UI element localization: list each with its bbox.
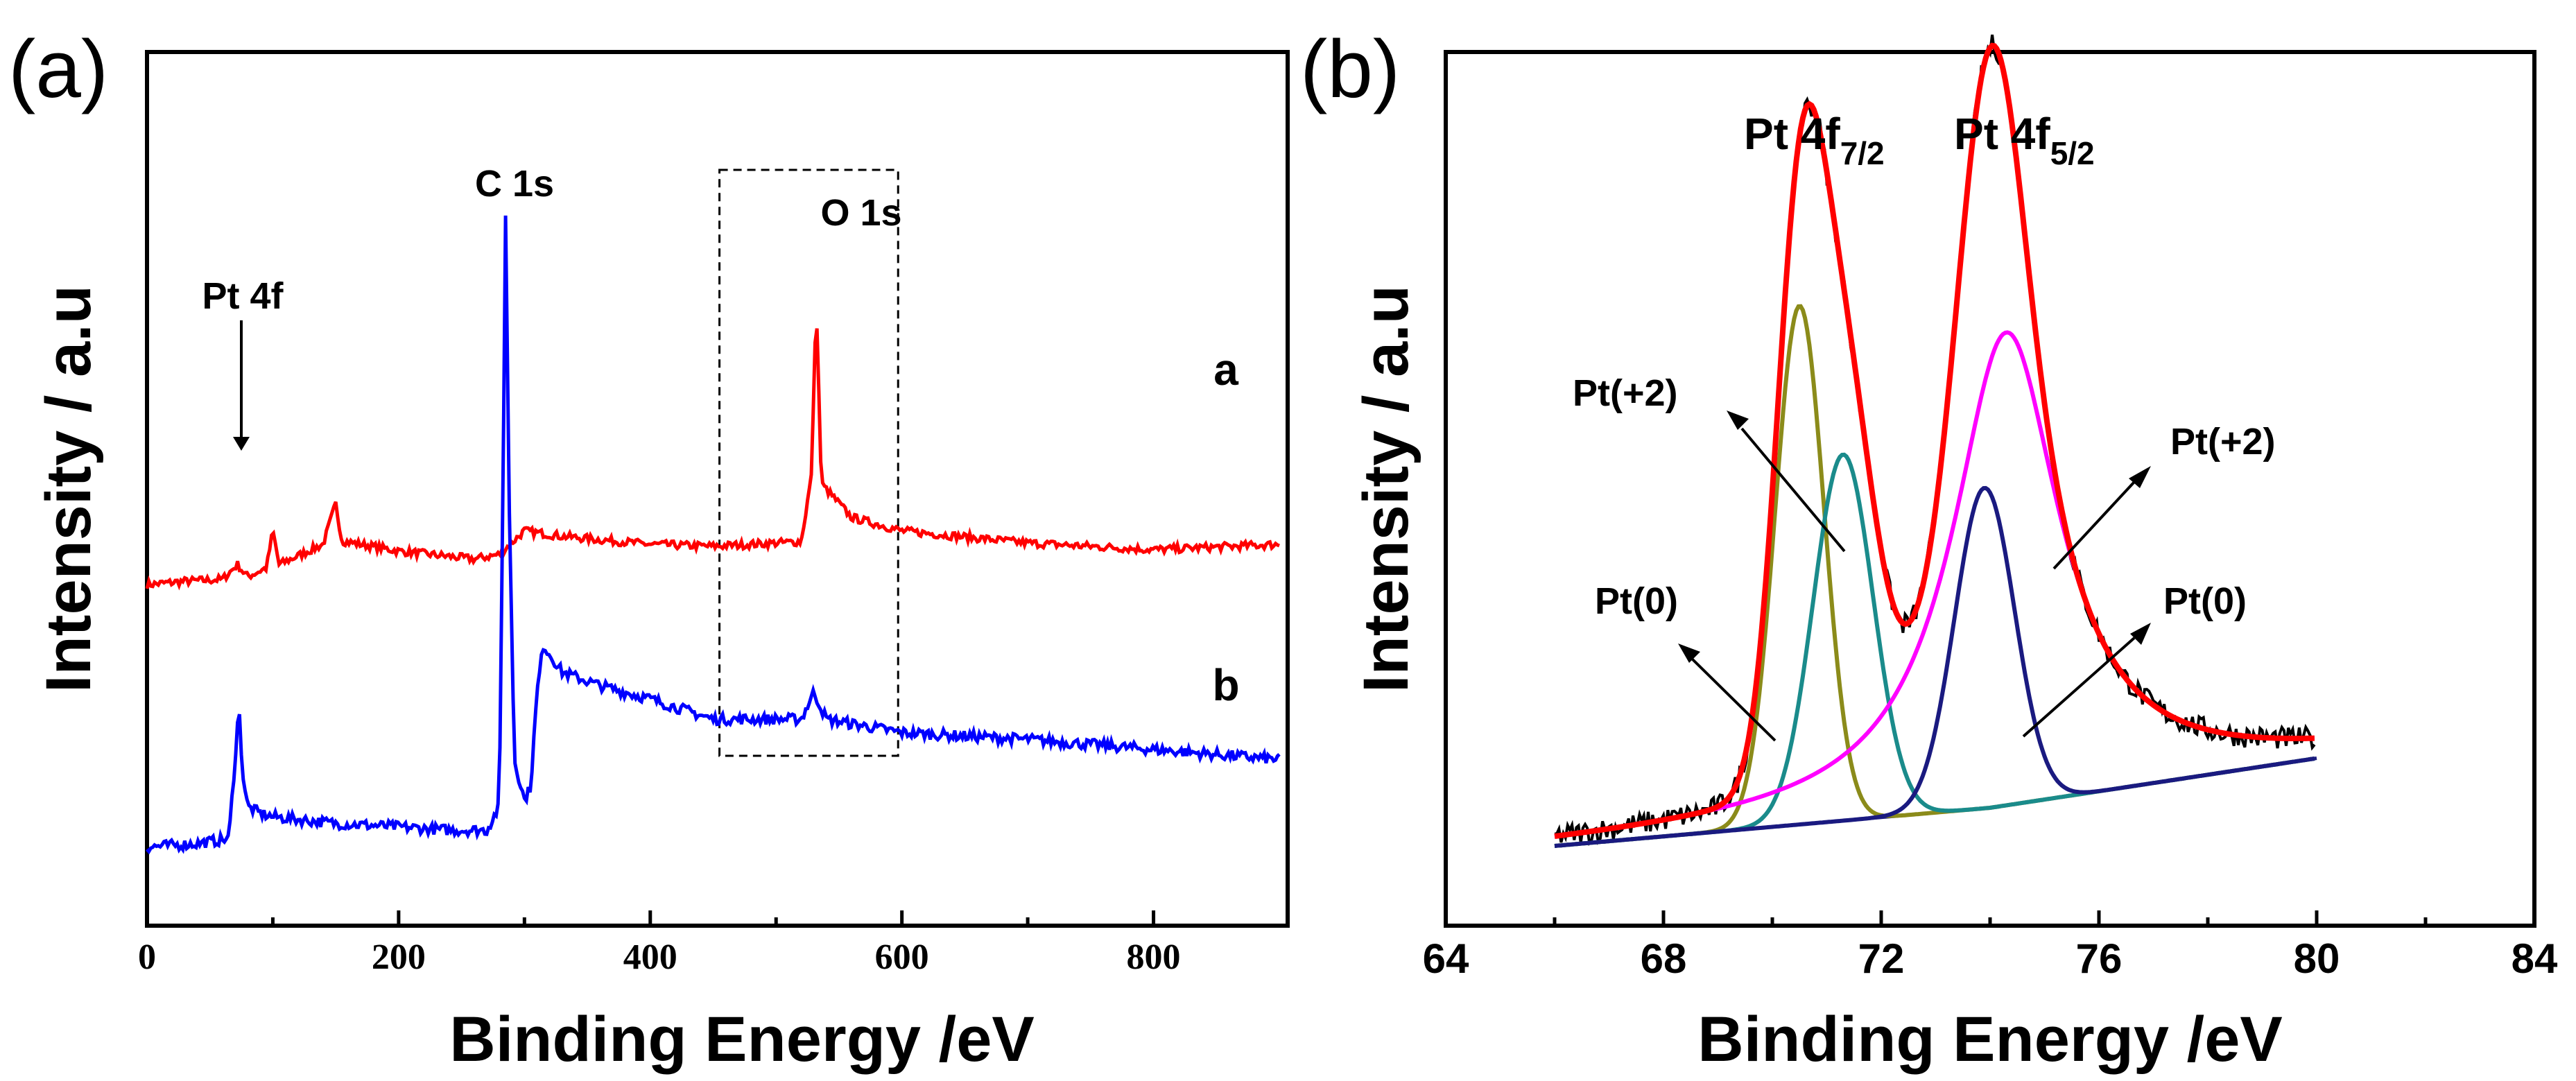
panel-b-x-axis-title: Binding Energy /eV [1697,1004,2282,1075]
panel-b-y-axis-title: Intensity / a.u [1351,285,1421,693]
pt0-left-label: Pt(0) [1595,580,1678,622]
pt2-right-arrow-line [2052,481,2136,570]
pt2-right-label: Pt(+2) [2170,421,2276,462]
x-tick-label: 80 [2294,935,2340,982]
pt4f52-sub: 5/2 [2050,135,2095,171]
panel-a-frame [145,50,1290,928]
x-tick-label: 68 [1641,935,1687,982]
series-a-line [145,328,1280,591]
panel-a-y-axis-title: Intensity / a.u [33,285,104,693]
fit-component-line [1554,485,2315,848]
pt2-left-arrow-line [1740,427,1846,553]
panel-b-x-tick-labels: 64 68 72 76 80 84 [1423,935,2558,982]
pt4f72-base: Pt 4f [1744,109,1840,159]
panel-a-x-tick-labels: 0 200 400 600 800 [138,937,1181,977]
series-b-line [146,215,1281,855]
pt4f52-label: Pt 4f5/2 [1954,109,2095,171]
x-tick-label: 84 [2512,935,2558,982]
c1s-label: C 1s [475,163,554,205]
o1s-label: O 1s [820,192,901,234]
x-tick-label: 64 [1423,935,1469,982]
pt0-right-label: Pt(0) [2163,580,2247,622]
x-tick-label: 400 [623,937,677,977]
x-tick-label: 0 [138,937,156,977]
pt0-left-arrow-line [1691,657,1777,742]
background-line [1554,756,2317,848]
x-tick-label: 76 [2076,935,2123,982]
panel-a-x-axis-title: Binding Energy /eV [449,1004,1034,1075]
fit-envelope-line [1554,42,2315,839]
x-tick-label: 600 [875,937,929,977]
panel-b-label: (b) [1300,24,1400,115]
pt2-left-label: Pt(+2) [1573,372,1678,414]
panel-b-frame [1444,50,2536,928]
pt4f52-base: Pt 4f [1954,109,2050,159]
pt2-left-arrow-head [1727,410,1749,430]
series-a-label: a [1213,345,1238,395]
panel-a-label: (a) [8,24,108,115]
series-b-label: b [1212,660,1239,710]
pt4f72-sub: 7/2 [1840,135,1885,171]
x-tick-label: 800 [1127,937,1181,977]
x-tick-label: 72 [1858,935,1905,982]
panel-a: (a) 0 200 400 600 800 Binding Energy /eV… [8,24,1290,1075]
panel-a-x-ticks [145,910,1156,926]
pt4f72-label: Pt 4f7/2 [1744,109,1885,171]
pt4f-arrow-head [233,437,250,451]
pt4f-label: Pt 4f [202,275,284,317]
pt0-left-arrow-head [1678,643,1700,663]
panel-b: (b) 64 68 72 76 80 84 Binding Energy /eV… [1300,24,2558,1075]
panel-b-x-ticks [1444,910,2536,926]
o1s-highlight-box [718,168,899,757]
x-tick-label: 200 [372,937,426,977]
pt2-right-arrow-head [2129,466,2151,488]
pt0-right-arrow-head [2130,623,2151,645]
pt0-right-arrow-line [2022,637,2136,738]
